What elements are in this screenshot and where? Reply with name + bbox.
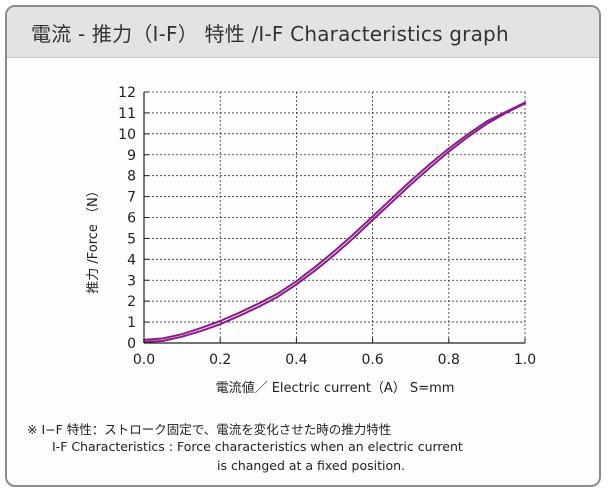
y-tick-label: 12 [118,85,136,101]
series-lines [143,101,526,343]
y-tick-label: 3 [127,273,136,289]
y-tick-label: 9 [127,148,136,164]
series-line-2 [143,102,526,343]
note-jp: ※ I−F 特性：ストローク固定で、電流を変化させた時の推力特性 [27,422,392,437]
x-tick-label: 0.8 [438,352,460,368]
note-en-line1: I-F Characteristics : Force characterist… [52,439,463,454]
title-bar: 電流 - 推力（I-F） 特性 /I-F Characteristics gra… [7,7,599,58]
y-tick-label: 7 [127,190,136,206]
chart-card: 電流 - 推力（I-F） 特性 /I-F Characteristics gra… [5,5,601,487]
x-tick-label: 0.6 [361,352,383,368]
series-line-1 [143,101,526,341]
y-axis-label: 推力 /Force （N） [86,184,101,294]
note-en-line2: is changed at a fixed position. [217,458,406,473]
y-tick-label: 8 [127,169,136,185]
y-tick-label: 1 [127,315,136,331]
grid-lines [144,91,526,343]
x-tick-label: 0.4 [285,352,307,368]
y-tick-label: 2 [127,294,136,310]
x-axis-label: 電流値／ Electric current（A） S=mm [216,380,455,396]
axes [143,91,526,344]
y-tick-label: 10 [118,127,136,143]
chart-title: 電流 - 推力（I-F） 特性 /I-F Characteristics gra… [31,22,509,46]
x-tick-label: 0.0 [133,352,155,368]
x-tick-label: 0.2 [209,352,231,368]
y-tick-label: 4 [127,252,136,268]
x-tick-label: 1.0 [514,352,536,368]
y-tick-label: 6 [127,211,136,227]
y-tick-label: 5 [127,231,136,247]
y-tick-label: 11 [118,106,136,122]
y-tick-label: 0 [127,336,136,352]
